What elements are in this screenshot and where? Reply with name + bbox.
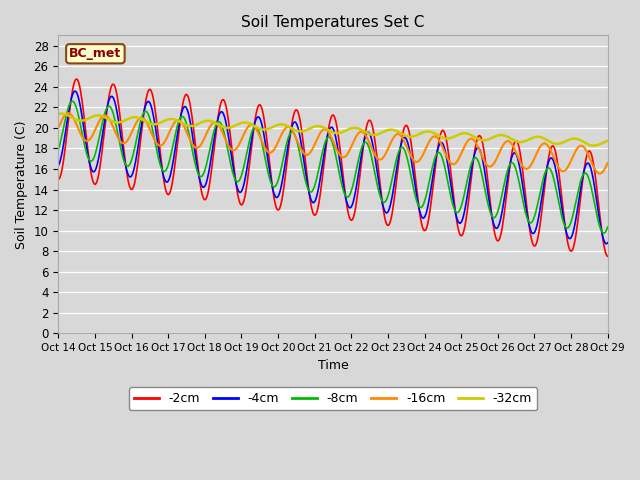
Line: -4cm: -4cm [58,91,608,244]
-8cm [604,224,612,230]
Line: -2cm: -2cm [58,79,608,256]
-2cm [54,176,62,182]
-4cm [122,162,129,168]
-2cm [122,161,129,167]
-8cm [54,147,62,153]
-4cm [604,240,612,246]
-32cm [54,111,62,117]
-16cm [65,110,73,116]
Line: -8cm: -8cm [58,101,608,233]
-2cm [401,125,408,131]
Legend: -2cm, -4cm, -8cm, -16cm, -32cm: -2cm, -4cm, -8cm, -16cm, -32cm [129,387,537,410]
-2cm [73,76,81,82]
-32cm [177,120,185,126]
Line: -16cm: -16cm [58,113,608,174]
-16cm [207,123,214,129]
-32cm [590,143,598,148]
-16cm [417,156,424,162]
Text: BC_met: BC_met [69,47,122,60]
-2cm [65,120,72,125]
-4cm [417,211,424,217]
-4cm [54,163,62,168]
-32cm [604,138,612,144]
-4cm [71,88,79,94]
-8cm [401,147,408,153]
-16cm [65,110,72,116]
-4cm [602,241,610,247]
-4cm [401,134,408,140]
-32cm [417,131,424,136]
-2cm [417,215,424,221]
-4cm [207,160,214,166]
-16cm [401,139,408,144]
-8cm [68,98,76,104]
-16cm [604,160,612,166]
-8cm [65,105,72,111]
-16cm [177,119,185,125]
-16cm [122,140,129,145]
-32cm [65,113,73,119]
-32cm [58,111,65,117]
X-axis label: Time: Time [317,359,348,372]
-32cm [207,118,214,124]
-8cm [600,230,608,236]
-16cm [596,171,604,177]
-4cm [65,112,72,118]
-8cm [122,162,129,168]
-32cm [401,132,408,138]
-2cm [604,253,612,259]
-2cm [207,176,214,182]
Line: -32cm: -32cm [58,114,608,145]
-4cm [177,111,185,117]
-8cm [177,114,185,120]
Title: Soil Temperatures Set C: Soil Temperatures Set C [241,15,425,30]
-16cm [54,125,62,131]
-2cm [177,110,185,116]
-8cm [207,144,214,150]
-32cm [122,117,129,123]
Y-axis label: Soil Temperature (C): Soil Temperature (C) [15,120,28,249]
-8cm [417,204,424,210]
